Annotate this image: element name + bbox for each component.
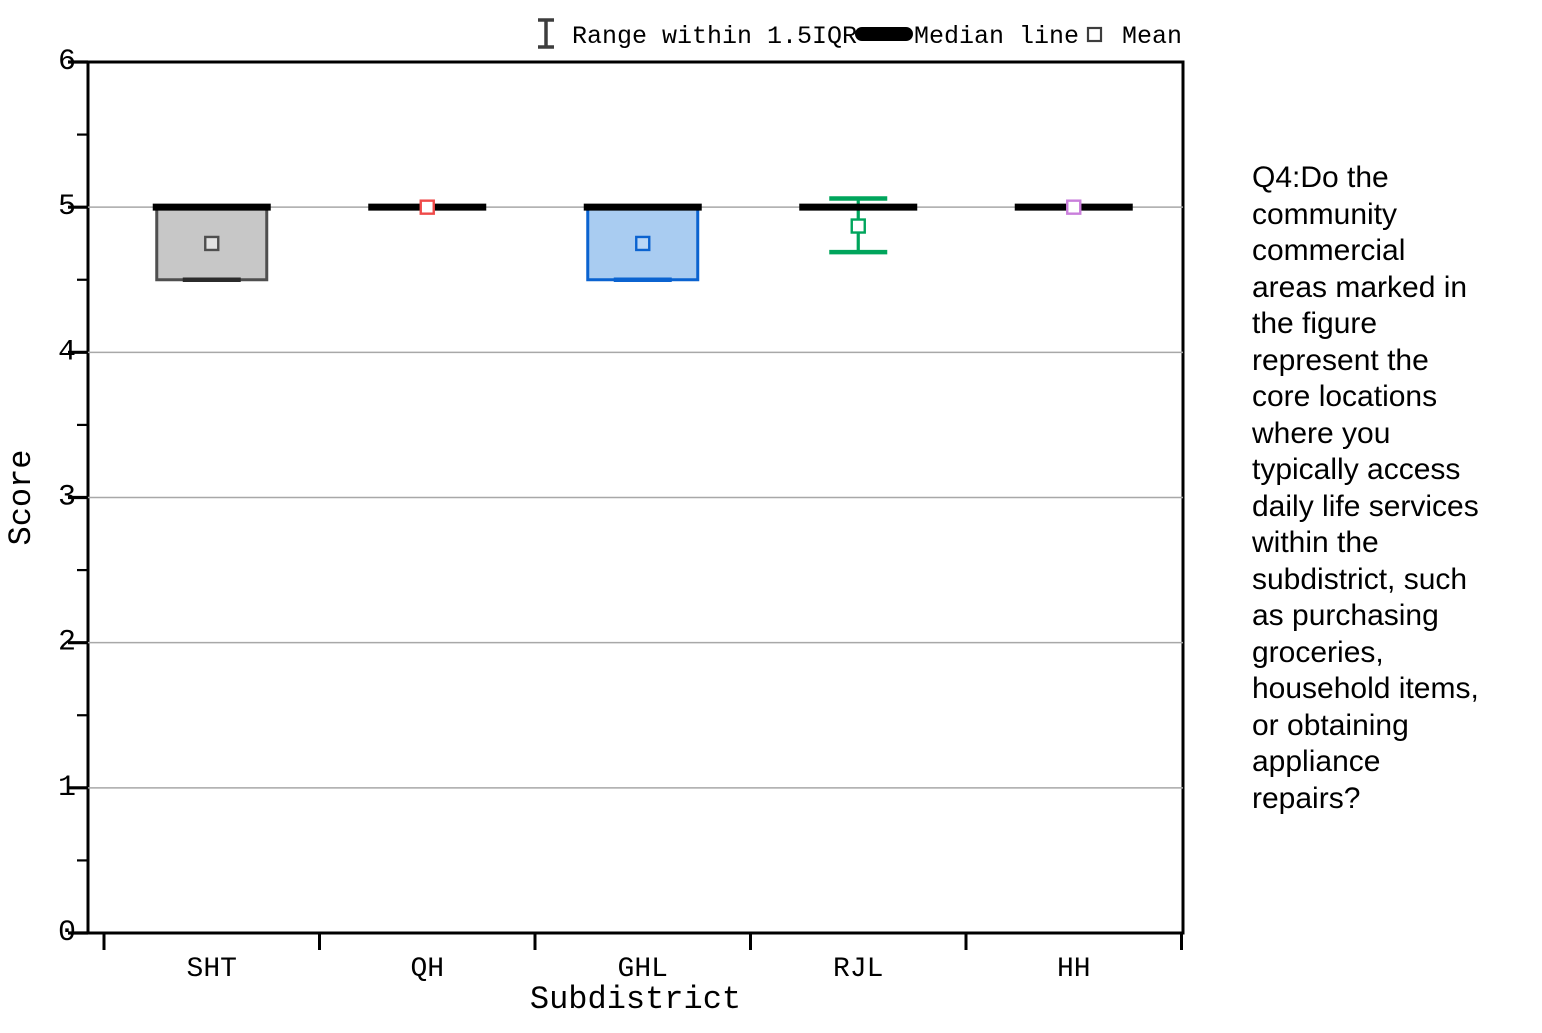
box-plot-chart: 0 1 2 3 4 5 6 SHT QH GHL RJL HH Score Subdistrict Rang… [3,18,1185,1018]
y-axis-title: Score [3,449,40,545]
median-line-icon [855,27,913,41]
y-tick-label: 5 [58,190,76,224]
x-axis-title: Subdistrict [530,981,741,1018]
x-category-label: HH [1057,954,1091,985]
y-tick-label: 3 [58,481,76,515]
y-tick-label: 2 [58,626,76,660]
mean-marker-QH [419,199,435,215]
legend-label: Range within 1.5IQR [572,22,857,51]
x-category-label: GHL [618,954,668,985]
mean-marker-RJL [850,218,866,234]
mean-marker-SHT [204,235,220,252]
legend-label: Mean [1122,22,1182,51]
question-text: Q4:Do the community commercial areas mar… [1252,161,1479,815]
x-category-label: QH [410,954,444,985]
y-tick-label: 6 [58,45,76,79]
y-tick-label: 4 [58,335,76,369]
x-category-label: SHT [187,954,237,985]
mean-marker-HH [1066,199,1082,215]
y-tick-label: 0 [58,916,76,950]
x-category-label: RJL [833,954,883,985]
mean-square-icon [1086,26,1103,43]
legend-label: Median line [914,22,1079,51]
y-tick-label: 1 [58,771,76,805]
mean-marker-GHL [635,235,651,252]
